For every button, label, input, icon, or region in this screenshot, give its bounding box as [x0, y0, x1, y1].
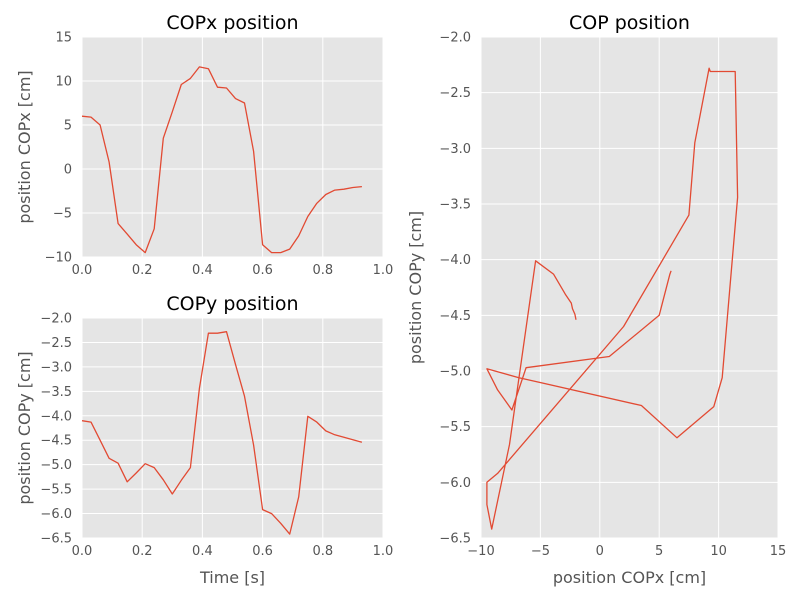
copx-plot-area [82, 37, 383, 257]
cop-x-tick-label: −5 [531, 544, 550, 559]
copy-x-tick-label: 0.8 [312, 544, 333, 559]
cop-y-tick-label: −2.0 [439, 31, 471, 46]
copy-y-tick-label: −2.0 [40, 312, 72, 327]
copy-x-tick-label: 0.4 [192, 544, 213, 559]
copx-series-line [81, 66, 362, 254]
cop-y-tick-label: −6.5 [439, 532, 471, 547]
cop-x-tick-label: 5 [655, 544, 663, 559]
cop-series-line [486, 67, 739, 530]
copx-title: COPx position [166, 12, 298, 34]
copy-y-tick-label: −4.0 [40, 409, 72, 424]
copx-x-tick-label: 1.0 [373, 263, 394, 278]
cop-title: COP position [569, 12, 690, 34]
copx-x-tick-label: 0.0 [72, 263, 93, 278]
cop-x-tick-label: 10 [710, 544, 727, 559]
copy-y-tick-label: −6.0 [40, 507, 72, 522]
copy-x-tick-label: 0.6 [252, 544, 273, 559]
copx-y-axis-label: position COPx [cm] [15, 70, 34, 223]
cop-y-tick-label: −3.5 [439, 198, 471, 213]
copx-x-tick-label: 0.6 [252, 263, 273, 278]
cop-y-tick-label: −6.0 [439, 476, 471, 491]
copx-y-tick-label: −5 [53, 207, 72, 222]
cop-x-tick-label: 15 [770, 544, 787, 559]
cop-x-axis-label: position COPx [cm] [553, 568, 706, 587]
copy-y-tick-label: −3.5 [40, 385, 72, 400]
copx-y-tick-label: −10 [45, 251, 72, 266]
copy-series-line [81, 331, 363, 535]
cop-y-tick-label: −2.5 [439, 86, 471, 101]
copx-x-tick-label: 0.8 [312, 263, 333, 278]
cop-y-tick-label: −3.0 [439, 142, 471, 157]
copy-plot-area [82, 318, 383, 538]
copx-x-tick-label: 0.4 [192, 263, 213, 278]
cop-x-tick-label: −10 [467, 544, 494, 559]
copy-x-tick-label: 0.2 [132, 544, 153, 559]
cop-y-axis-label: position COPy [cm] [406, 211, 425, 364]
copy-y-tick-label: −5.0 [40, 458, 72, 473]
copy-title: COPy position [166, 293, 298, 315]
copy-x-tick-label: 0.0 [72, 544, 93, 559]
copx-y-tick-label: 10 [55, 75, 72, 90]
copx-y-tick-label: 15 [55, 31, 72, 46]
cop-plot-area [481, 37, 778, 538]
cop-x-tick-label: 0 [596, 544, 604, 559]
copx-y-tick-label: 0 [64, 163, 72, 178]
cop-y-tick-label: −4.0 [439, 253, 471, 268]
copy-y-tick-label: −2.5 [40, 336, 72, 351]
copy-y-tick-label: −3.0 [40, 360, 72, 375]
cop-y-tick-label: −5.0 [439, 365, 471, 380]
copy-y-tick-label: −6.5 [40, 532, 72, 547]
copx-x-tick-label: 0.2 [132, 263, 153, 278]
copx-y-tick-label: 5 [64, 119, 72, 134]
copy-x-axis-label: Time [s] [199, 568, 265, 587]
copy-y-tick-label: −4.5 [40, 434, 72, 449]
copy-x-tick-label: 1.0 [373, 544, 394, 559]
copy-y-tick-label: −5.5 [40, 483, 72, 498]
cop-y-tick-label: −4.5 [439, 309, 471, 324]
cop-y-tick-label: −5.5 [439, 420, 471, 435]
copy-y-axis-label: position COPy [cm] [15, 351, 34, 504]
